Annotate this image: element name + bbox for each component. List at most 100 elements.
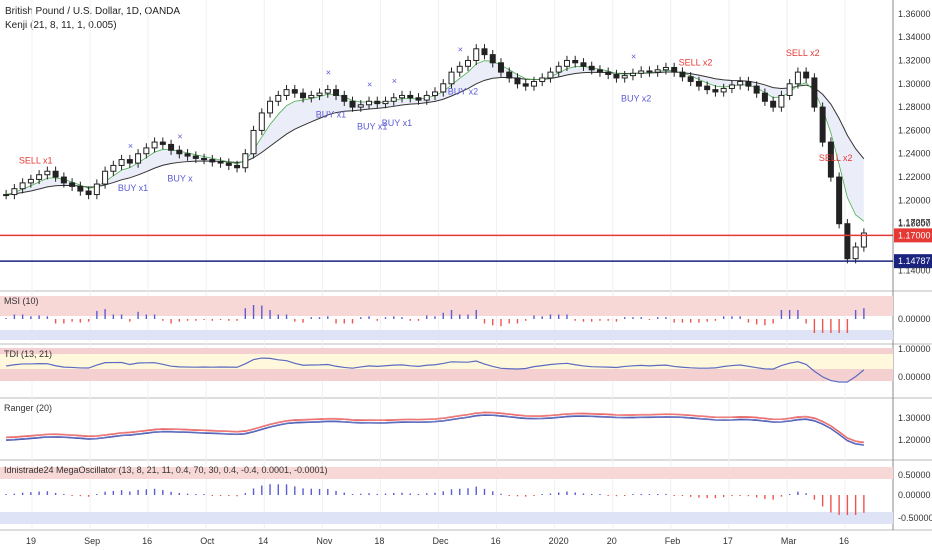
candle-body — [357, 104, 364, 108]
msi-bar — [211, 319, 214, 321]
msi-bar — [393, 316, 395, 319]
mega-bar — [351, 494, 354, 495]
mega-bar — [162, 489, 164, 495]
x-tick-label: Feb — [665, 536, 681, 546]
msi-bar — [236, 319, 238, 321]
x-tick-label: Mar — [781, 536, 797, 546]
msi-bar — [318, 317, 321, 319]
x-tick-label: Dec — [433, 536, 450, 546]
mega-bar — [706, 495, 708, 499]
candle-body — [704, 85, 711, 91]
candle-body — [366, 100, 373, 106]
mega-bar — [211, 495, 214, 496]
x-tick-label: Sep — [84, 536, 100, 546]
candle — [613, 69, 620, 83]
last-price-label: 1.17257 — [898, 217, 931, 227]
msi-bar — [747, 319, 750, 323]
mega-bar — [533, 495, 535, 496]
candle-body — [662, 66, 669, 71]
msi-bar — [30, 316, 32, 319]
msi-bar — [162, 319, 164, 321]
candle-body — [786, 83, 793, 96]
mega-bar — [459, 488, 461, 495]
y-tick-label: 1.20000 — [898, 435, 931, 445]
mega-bar — [623, 495, 626, 496]
msi-bar — [475, 310, 477, 319]
candle-body — [52, 170, 59, 178]
x-tick-label: 2020 — [549, 536, 569, 546]
candle — [481, 44, 488, 60]
msi-bar — [269, 310, 271, 319]
buy-signal-label: BUY x1 — [316, 110, 346, 120]
candle — [151, 137, 158, 153]
msi-bar — [516, 319, 519, 324]
mega-bar — [689, 495, 692, 497]
msi-pane — [0, 296, 893, 340]
candle-body — [250, 129, 257, 155]
msi-bar — [755, 319, 758, 325]
mega-bar — [541, 494, 543, 495]
mega-bar — [178, 492, 181, 495]
mega-bar — [236, 495, 238, 497]
candle-body — [563, 59, 570, 67]
msi-bar — [640, 317, 642, 319]
candle — [234, 160, 241, 173]
candle-body — [803, 71, 810, 79]
msi-bar — [722, 316, 725, 319]
candle — [514, 73, 521, 89]
y-tick-label: 1.30000 — [898, 79, 931, 89]
msi-bar — [426, 315, 428, 319]
candle — [530, 76, 537, 91]
candle-body — [176, 149, 183, 155]
mega-bar — [145, 489, 148, 495]
candle — [827, 137, 834, 182]
candle-body — [201, 157, 208, 161]
candle — [250, 125, 257, 159]
msi-bar — [434, 316, 436, 319]
candle-body — [242, 153, 249, 169]
mega-bar — [327, 488, 329, 495]
candle-body — [737, 80, 744, 86]
candle — [159, 137, 166, 150]
candle-body — [118, 159, 125, 166]
candle-body — [60, 176, 67, 184]
msi-bar — [195, 319, 197, 321]
mega-bar — [574, 492, 576, 495]
ma-ribbon — [6, 60, 864, 222]
sell-signal-label: SELL x2 — [679, 57, 713, 67]
candle-body — [192, 155, 199, 159]
candle-body — [44, 170, 51, 176]
mega-bar — [302, 488, 304, 495]
candle — [844, 219, 851, 264]
msi-bar — [285, 314, 288, 319]
mega-bar — [615, 495, 618, 497]
msi-bar — [623, 317, 626, 319]
mega-bar — [104, 491, 106, 495]
candle-body — [629, 72, 636, 77]
y-tick-label: 0.00000 — [898, 490, 931, 500]
candle — [366, 96, 373, 110]
msi-bar — [450, 310, 453, 319]
candle-body — [712, 89, 719, 93]
mega-bar — [360, 493, 362, 495]
msi-bar — [838, 319, 840, 333]
msi-bar — [96, 310, 98, 319]
candle-body — [126, 159, 133, 164]
mega-bar — [30, 492, 32, 495]
candle — [407, 90, 414, 103]
candle-body — [258, 112, 265, 131]
candle-body — [448, 71, 455, 85]
mega-bar — [219, 495, 222, 496]
mega-bar — [46, 491, 49, 495]
candle — [803, 67, 810, 83]
candle — [506, 67, 513, 83]
mega-bar — [549, 493, 552, 495]
candle — [135, 149, 142, 168]
candle — [209, 154, 216, 167]
mega-bar — [393, 492, 395, 495]
candle-body — [844, 223, 851, 260]
ranger-line — [6, 415, 864, 446]
indicator-title: Kenji (21, 8, 11, 1, 0.005) — [5, 20, 117, 31]
candle — [671, 62, 678, 77]
